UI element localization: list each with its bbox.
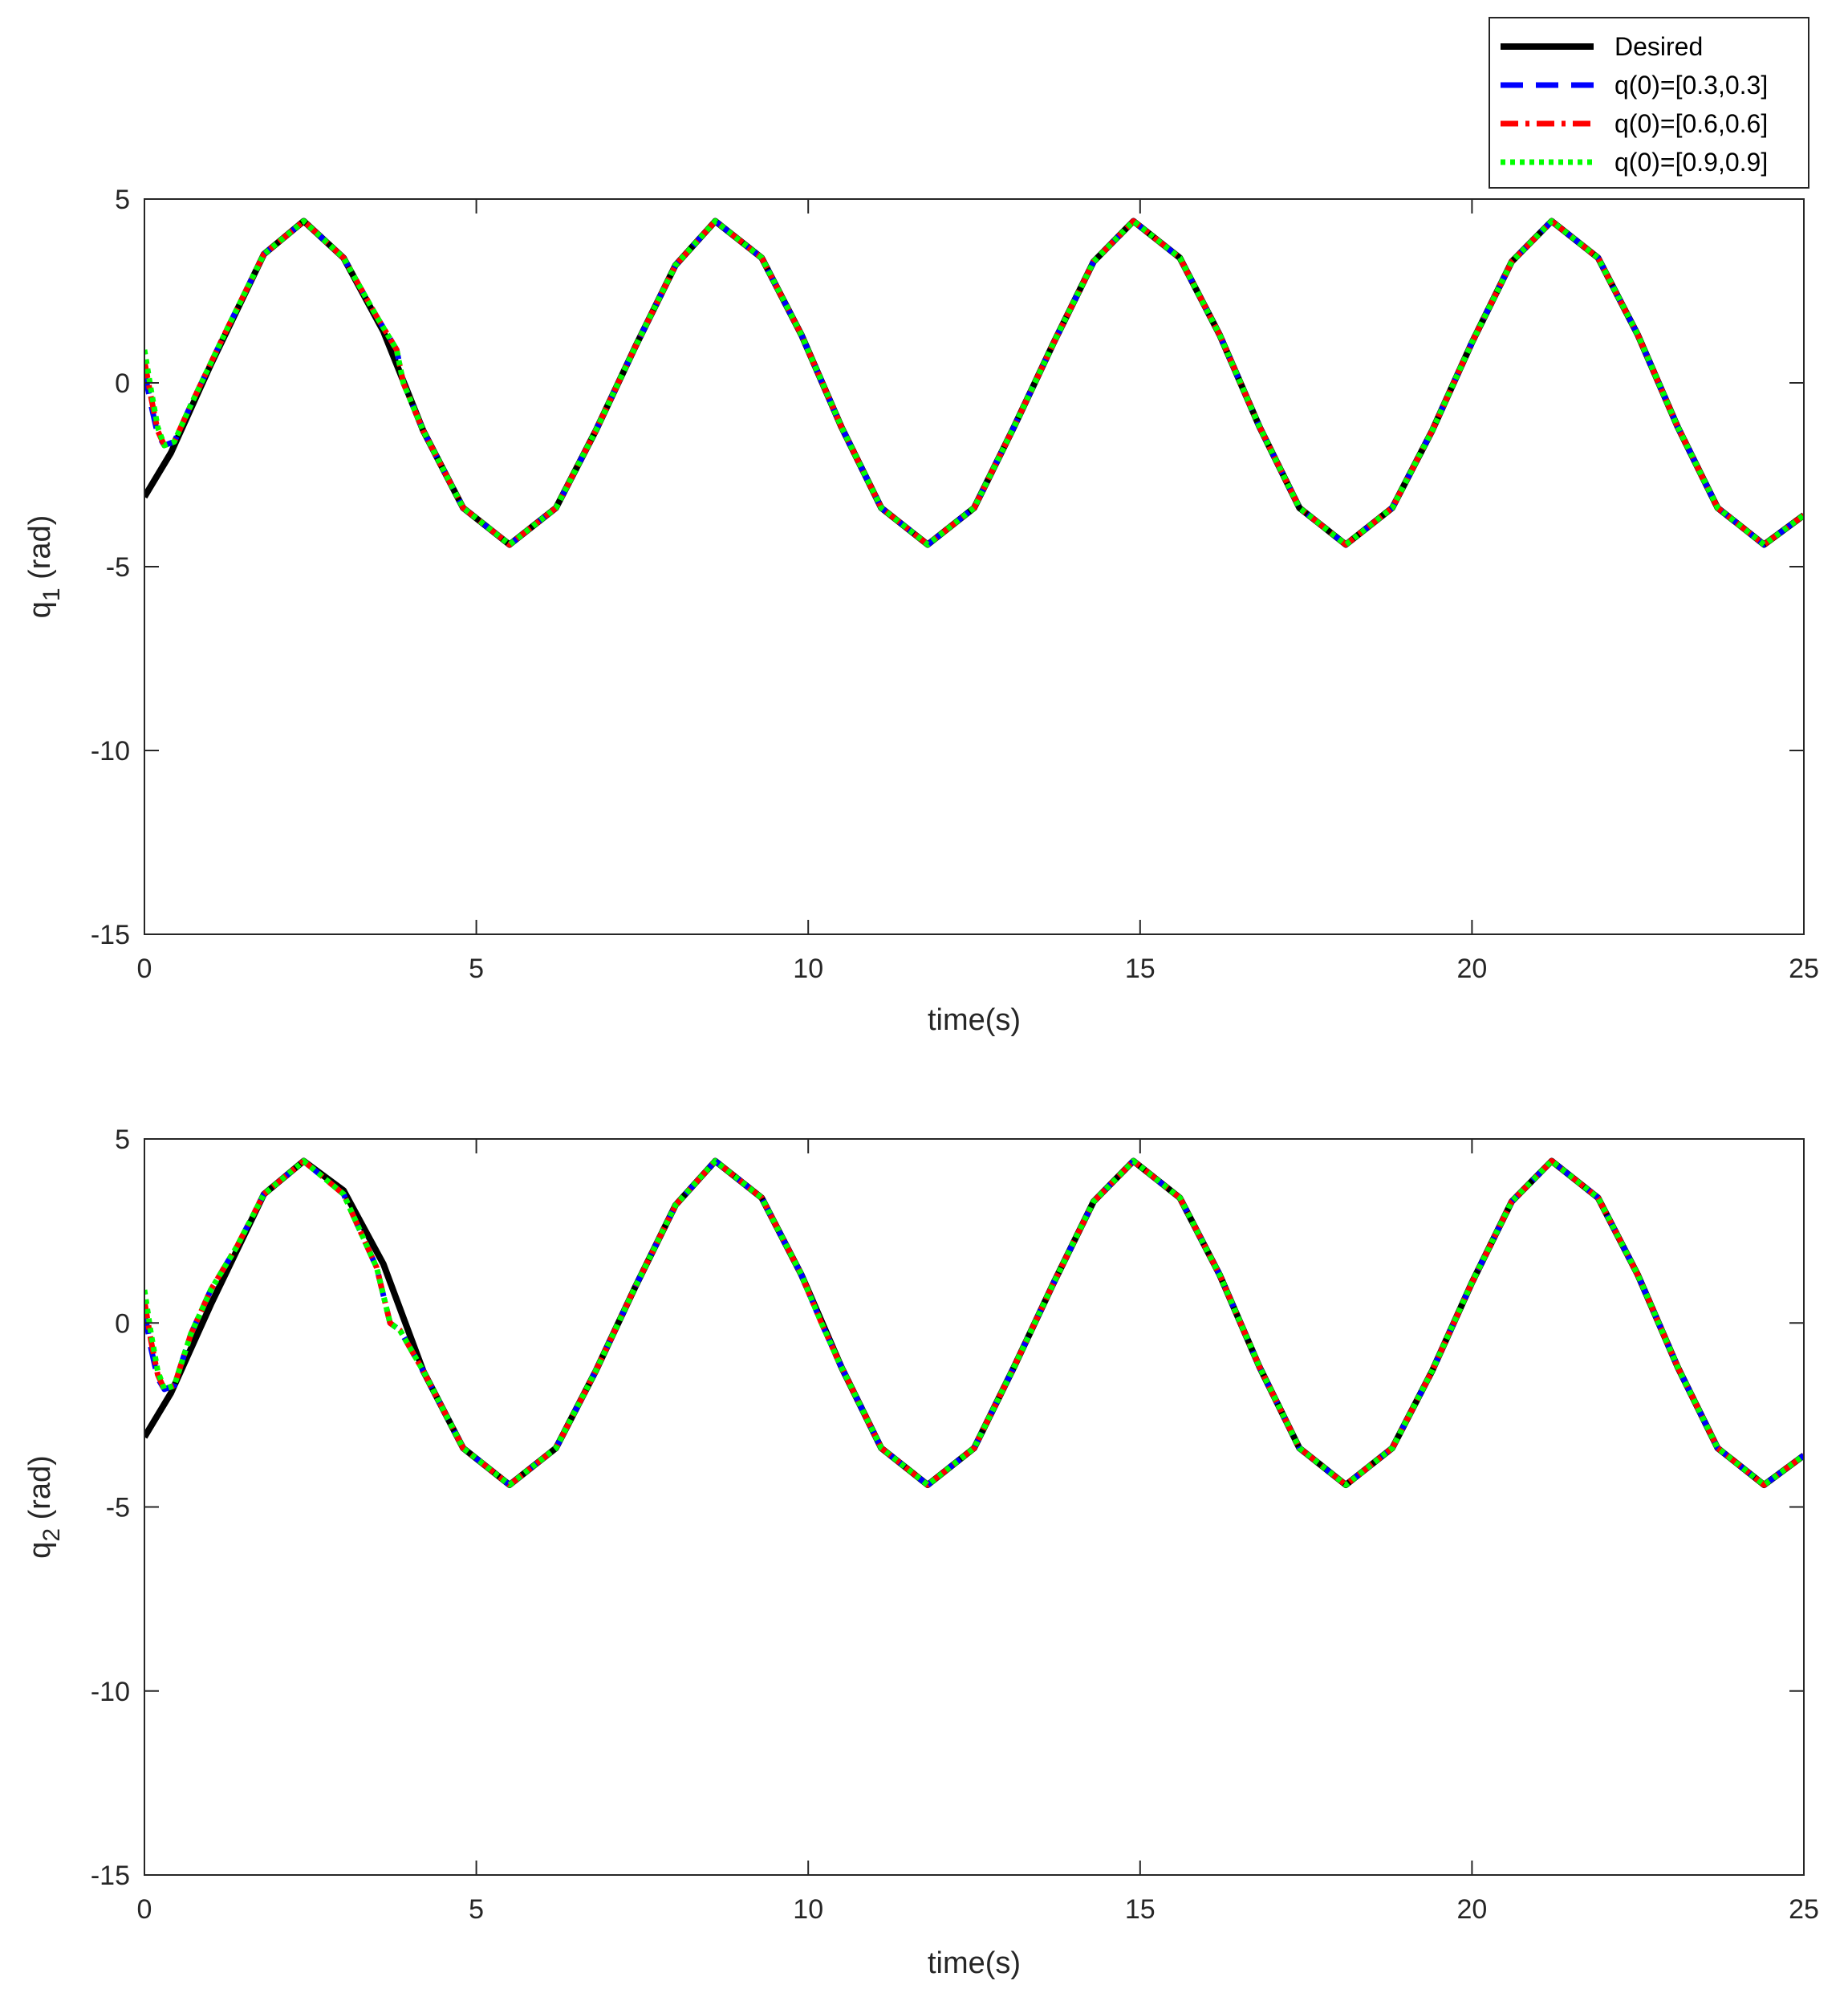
y-tick-label: 0 xyxy=(115,368,130,399)
y-tick-label: 5 xyxy=(115,1125,130,1155)
x-tick-label: 15 xyxy=(1125,954,1156,984)
y-axis-label: q1 (rad) xyxy=(23,515,65,619)
y-tick-label: -5 xyxy=(106,1493,130,1523)
series-line-q-0-0-9-0-9- xyxy=(144,1158,1804,1488)
y-tick-label: -15 xyxy=(91,920,130,950)
x-tick-label: 25 xyxy=(1789,1894,1819,1925)
x-tick-label: 0 xyxy=(137,1894,152,1925)
y-tick-label: -10 xyxy=(91,1677,130,1707)
series-group xyxy=(144,218,1804,548)
x-tick-label: 5 xyxy=(469,954,484,984)
legend: Desired q(0)=[0.3,0.3] q(0)=[0.6,0.6] q(0)=… xyxy=(1489,17,1809,189)
axes-layer: 0 5 10 15 20 25 5 0 -5 -10 -15 time(s) q1 (rad) 0 5 10 1… xyxy=(23,185,1819,1980)
x-axis-label: time(s) xyxy=(928,1946,1021,1980)
series-line-q-0-0-9-0-9- xyxy=(144,218,1804,547)
y-tick-label: 5 xyxy=(115,185,130,215)
y-tick-label: -5 xyxy=(106,552,130,583)
series-line-q-0-0-6-0-6- xyxy=(144,218,1804,547)
legend-label: Desired xyxy=(1614,32,1703,61)
x-tick-label: 0 xyxy=(137,954,152,984)
y-tick-label: -10 xyxy=(91,736,130,767)
axes-2: 0 5 10 15 20 25 5 0 -5 -10 -15 time(s) q2 (rad) xyxy=(23,1125,1819,1980)
legend-label: q(0)=[0.9,0.9] xyxy=(1614,148,1768,177)
x-tick-label: 10 xyxy=(793,954,823,984)
y-tick-label: -15 xyxy=(91,1861,130,1891)
axes-1: 0 5 10 15 20 25 5 0 -5 -10 -15 time(s) q1 (rad) xyxy=(23,185,1819,1037)
x-tick-label: 25 xyxy=(1789,954,1819,984)
legend-label: q(0)=[0.3,0.3] xyxy=(1614,71,1768,100)
y-axis-label: q2 (rad) xyxy=(23,1455,65,1559)
x-tick-label: 20 xyxy=(1456,954,1487,984)
series-group xyxy=(144,1157,1804,1488)
x-tick-label: 20 xyxy=(1456,1894,1487,1925)
y-tick-label: 0 xyxy=(115,1308,130,1339)
x-tick-label: 15 xyxy=(1125,1894,1156,1925)
x-tick-label: 5 xyxy=(469,1894,484,1925)
x-axis-label: time(s) xyxy=(928,1003,1021,1037)
x-tick-label: 10 xyxy=(793,1894,823,1925)
legend-label: q(0)=[0.6,0.6] xyxy=(1614,109,1768,138)
